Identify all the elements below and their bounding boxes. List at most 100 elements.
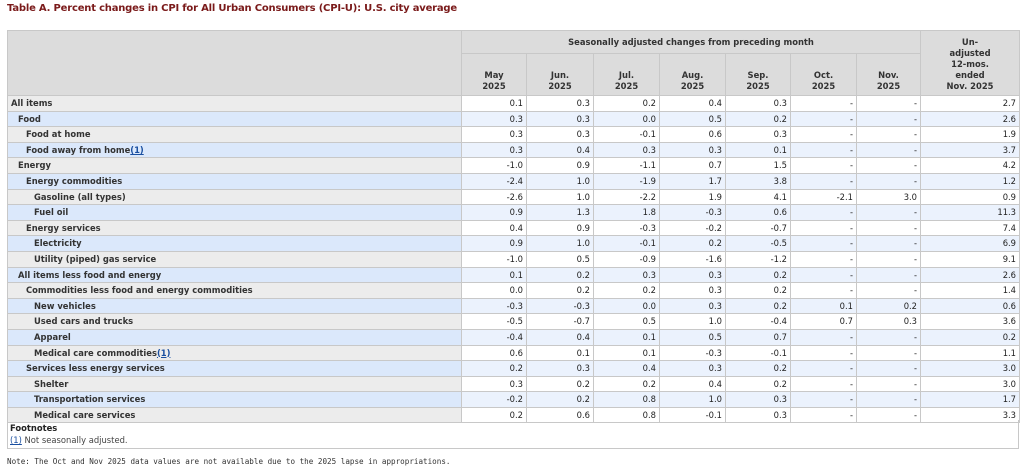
- footnote-link[interactable]: (1): [130, 144, 144, 155]
- value-cell: 0.3: [659, 266, 726, 284]
- value-cell: 2.6: [920, 110, 1021, 128]
- value-cell: -0.2: [461, 391, 527, 408]
- row-label-text: Gasoline (all types): [34, 191, 126, 202]
- row-label: Utility (piped) gas service: [7, 250, 462, 268]
- value-cell: -: [855, 172, 922, 190]
- value-cell: -: [790, 110, 857, 128]
- value-cell: -0.1: [725, 344, 791, 362]
- value-cell: -: [855, 391, 922, 408]
- value-cell: 3.7: [920, 141, 1021, 159]
- header-month-part: 2025: [482, 81, 506, 91]
- row-label-text: Used cars and trucks: [34, 316, 134, 327]
- value-cell: -: [855, 126, 922, 143]
- value-cell: 0.3: [725, 391, 791, 408]
- value-cell: -0.4: [725, 313, 791, 330]
- row-label-text: Energy: [18, 160, 51, 171]
- value-cell: 1.2: [920, 172, 1021, 190]
- value-cell: 2.6: [920, 266, 1021, 284]
- value-cell: -2.6: [461, 188, 527, 206]
- row-label: Energy: [7, 157, 462, 174]
- value-cell: 1.0: [526, 235, 594, 252]
- value-cell: -: [790, 219, 857, 237]
- value-cell: -: [855, 219, 922, 237]
- value-cell: 0.2: [593, 282, 660, 299]
- value-cell: 11.3: [920, 204, 1021, 221]
- value-cell: 1.7: [659, 172, 726, 190]
- footnote-link[interactable]: (1): [10, 435, 22, 445]
- value-cell: 3.0: [920, 375, 1021, 393]
- table-row: Shelter 0.3 0.2 0.2 0.4 0.2- -3.0: [7, 375, 1021, 393]
- value-cell: -: [790, 172, 857, 190]
- value-cell: 0.2: [461, 360, 527, 377]
- table-row: Energy services 0.4 0.9 -0.3 -0.2 -0.7- -7.4: [7, 219, 1021, 237]
- value-cell: 1.4: [920, 282, 1021, 299]
- table-row: Utility (piped) gas service -1.0 0.5 -0.9 -1…: [7, 250, 1021, 268]
- value-cell: -: [790, 235, 857, 252]
- value-cell: 0.6: [725, 204, 791, 221]
- footnote-text: Not seasonally adjusted.: [21, 435, 128, 445]
- value-cell: 0.4: [659, 375, 726, 393]
- value-cell: 0.2: [593, 375, 660, 393]
- value-cell: 0.1: [526, 344, 594, 362]
- header-month-part: 2025: [811, 81, 836, 91]
- value-cell: 0.4: [526, 141, 594, 159]
- row-label: Energy services: [7, 219, 462, 237]
- value-cell: 0.2: [725, 297, 791, 315]
- table-row: Electricity 0.9 1.0 -0.1 0.2 -0.5- -6.9: [7, 235, 1021, 252]
- value-cell: -1.9: [593, 172, 660, 190]
- value-cell: 0.2: [725, 266, 791, 284]
- value-cell: 0.2: [526, 375, 594, 393]
- value-cell: 0.9: [526, 157, 594, 174]
- value-cell: 0.4: [659, 95, 726, 112]
- header-month-part: Jul.: [618, 70, 635, 80]
- row-label: Food away from home(1): [7, 141, 462, 159]
- value-cell: 0.9: [526, 219, 594, 237]
- value-cell: 0.2: [725, 282, 791, 299]
- row-label: Food at home: [7, 126, 462, 143]
- value-cell: 0.7: [659, 157, 726, 174]
- value-cell: 3.3: [920, 406, 1021, 424]
- row-label: Commodities less food and energy commodi…: [7, 282, 462, 299]
- value-cell: 1.0: [526, 188, 594, 206]
- row-label-text: Services less energy services: [26, 363, 165, 374]
- row-label: New vehicles: [7, 297, 462, 315]
- value-cell: 0.9: [920, 188, 1021, 206]
- value-cell: -: [855, 266, 922, 284]
- value-cell: 0.5: [593, 313, 660, 330]
- value-cell: 0.3: [659, 297, 726, 315]
- table-row: Energy commodities -2.4 1.0 -1.9 1.7 3.8- -1.2: [7, 172, 1021, 190]
- value-cell: -: [855, 375, 922, 393]
- row-label: Food: [7, 110, 462, 128]
- value-cell: 1.5: [725, 157, 791, 174]
- value-cell: 3.0: [920, 360, 1021, 377]
- table-row: Energy -1.0 0.9 -1.1 0.7 1.5- -4.2: [7, 157, 1021, 174]
- value-cell: -: [790, 360, 857, 377]
- value-cell: 0.2: [593, 95, 660, 112]
- value-cell: 0.0: [593, 110, 660, 128]
- value-cell: -: [790, 250, 857, 268]
- row-label: Used cars and trucks: [7, 313, 462, 330]
- value-cell: 0.2: [855, 297, 922, 315]
- value-cell: -: [855, 110, 922, 128]
- value-cell: 0.4: [593, 360, 660, 377]
- header-month-part: Aug.: [681, 70, 704, 80]
- value-cell: -0.5: [725, 235, 791, 252]
- row-label: Services less energy services: [7, 360, 462, 377]
- table-row: All items less food and energy 0.1 0.2 0.3 0…: [7, 266, 1021, 284]
- value-cell: 0.7: [725, 328, 791, 346]
- value-cell: 0.1: [461, 266, 527, 284]
- header-month-part: May: [484, 70, 504, 80]
- value-cell: 0.3: [659, 360, 726, 377]
- value-cell: 0.2: [461, 406, 527, 424]
- row-label: Shelter: [7, 375, 462, 393]
- value-cell: -: [790, 344, 857, 362]
- value-cell: 0.3: [526, 95, 594, 112]
- row-label-text: Shelter: [34, 378, 69, 389]
- value-cell: -0.5: [461, 313, 527, 330]
- value-cell: -1.2: [725, 250, 791, 268]
- footnote-link[interactable]: (1): [156, 347, 171, 358]
- value-cell: 3.0: [855, 188, 922, 206]
- row-label: All items: [7, 95, 462, 112]
- header-month-part: Sep.: [747, 70, 769, 80]
- header-unadjusted-part: Nov. 2025: [946, 81, 994, 91]
